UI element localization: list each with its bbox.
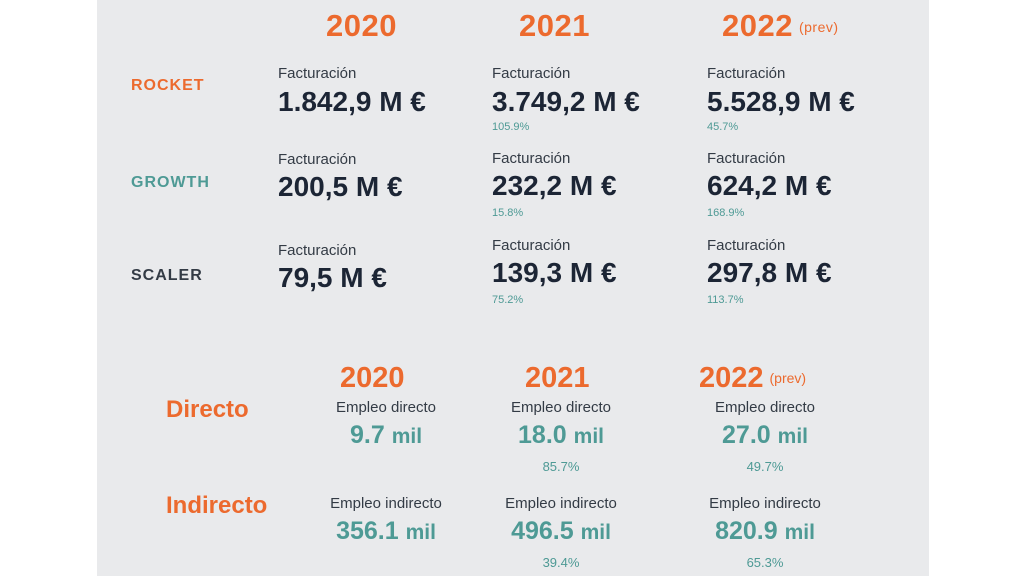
prev-label: (prev) xyxy=(769,370,807,386)
growth-rate: 45.7% xyxy=(707,121,739,133)
growth-rate: 85.7% xyxy=(542,459,580,474)
infographic-panel xyxy=(97,0,929,576)
revenue-value: 200,5 M € xyxy=(278,171,403,202)
growth-rate: 65.3% xyxy=(746,555,784,570)
employment-label: Empleo directo xyxy=(335,399,437,416)
growth-rate: 49.7% xyxy=(746,459,784,474)
revenue-value: 3.749,2 M € xyxy=(492,86,640,117)
year-header-2021: 2021 xyxy=(519,8,590,43)
employment-value: 356.1 mil xyxy=(336,517,436,545)
growth-rate: 113.7% xyxy=(707,294,744,306)
employment-label: Empleo indirecto xyxy=(505,495,617,512)
revenue-value: 232,2 M € xyxy=(492,170,617,201)
employment-year-2021: 2021 xyxy=(525,362,590,394)
year-header-2022: 2022 (prev) xyxy=(722,8,839,43)
revenue-label: Facturación xyxy=(492,65,571,82)
revenue-label: Facturación xyxy=(707,237,786,254)
revenue-value: 624,2 M € xyxy=(707,170,832,201)
revenue-label: Facturación xyxy=(278,151,357,168)
row-label-scaler: SCALER xyxy=(131,267,203,284)
employment-value: 9.7 mil xyxy=(349,421,423,449)
revenue-label: Facturación xyxy=(707,150,786,167)
revenue-value: 297,8 M € xyxy=(707,257,832,288)
employment-label: Empleo directo xyxy=(714,399,816,416)
revenue-label: Facturación xyxy=(278,65,357,82)
employment-value: 27.0 mil xyxy=(722,421,808,449)
growth-rate: 39.4% xyxy=(542,555,580,570)
employment-value: 18.0 mil xyxy=(518,421,604,449)
revenue-label: Facturación xyxy=(492,237,571,254)
row-label-indirecto: Indirecto xyxy=(166,492,268,519)
revenue-label: Facturación xyxy=(707,65,786,82)
growth-rate: 105.9% xyxy=(492,121,530,133)
growth-rate: 15.8% xyxy=(492,207,524,219)
revenue-label: Facturación xyxy=(278,242,357,259)
employment-label: Empleo directo xyxy=(510,399,612,416)
prev-label: (prev) xyxy=(798,19,839,35)
row-label-rocket: ROCKET xyxy=(131,77,205,94)
revenue-value: 1.842,9 M € xyxy=(278,86,426,117)
employment-value: 496.5 mil xyxy=(511,517,611,545)
row-label-directo: Directo xyxy=(166,396,249,423)
revenue-value: 5.528,9 M € xyxy=(707,86,855,117)
revenue-value: 79,5 M € xyxy=(278,262,387,293)
year-header-2020: 2020 xyxy=(326,8,397,43)
revenue-label: Facturación xyxy=(492,150,571,167)
growth-rate: 168.9% xyxy=(707,207,745,219)
revenue-value: 139,3 M € xyxy=(492,257,617,288)
employment-label: Empleo indirecto xyxy=(330,495,442,512)
employment-year-2022: 2022 (prev) xyxy=(699,362,807,394)
growth-rate: 75.2% xyxy=(492,294,524,306)
employment-label: Empleo indirecto xyxy=(709,495,821,512)
employment-value: 820.9 mil xyxy=(715,517,815,545)
row-label-growth: GROWTH xyxy=(131,174,210,191)
employment-year-2020: 2020 xyxy=(340,362,405,394)
